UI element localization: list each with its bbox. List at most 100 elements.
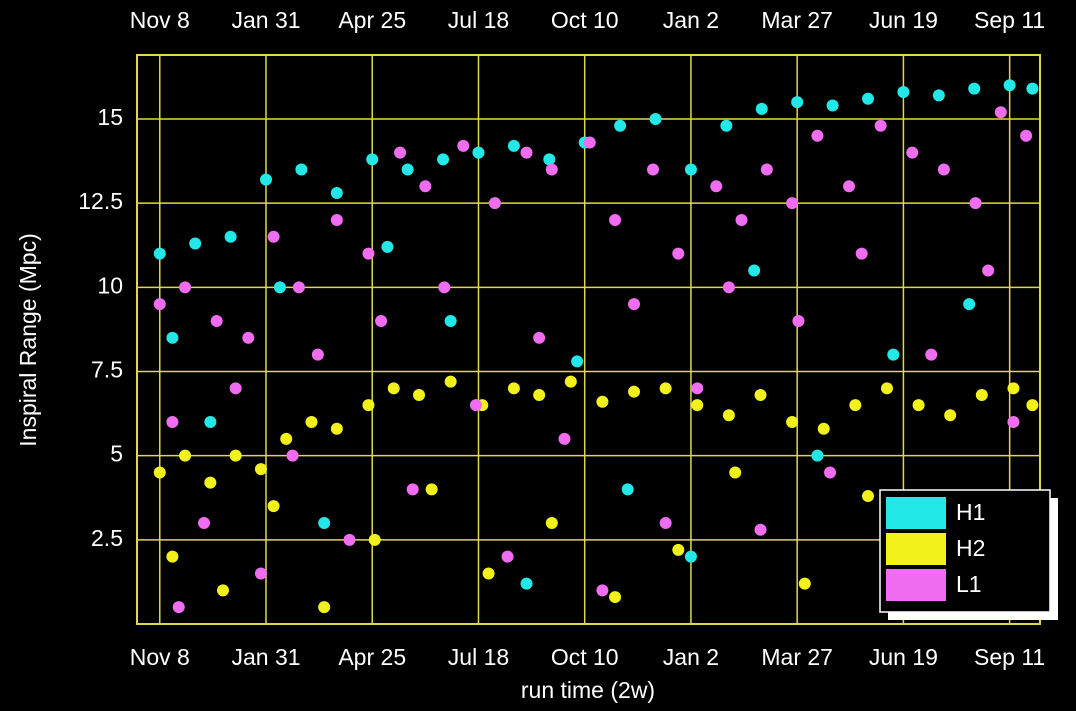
point bbox=[520, 146, 533, 159]
point bbox=[932, 89, 945, 102]
point bbox=[855, 247, 868, 260]
point bbox=[166, 415, 179, 428]
x-tick-label: Mar 27 bbox=[761, 644, 833, 670]
point bbox=[786, 415, 799, 428]
point bbox=[1026, 82, 1039, 95]
point bbox=[1020, 129, 1033, 142]
point bbox=[425, 483, 438, 496]
point bbox=[469, 399, 482, 412]
point bbox=[330, 187, 343, 200]
point bbox=[375, 314, 388, 327]
point bbox=[457, 139, 470, 152]
x-tick-label-top: Oct 10 bbox=[551, 7, 619, 33]
point bbox=[897, 86, 910, 99]
point bbox=[273, 281, 286, 294]
point bbox=[720, 119, 733, 132]
point bbox=[849, 399, 862, 412]
point bbox=[153, 466, 166, 479]
point bbox=[817, 422, 830, 435]
x-tick-label: Sep 11 bbox=[974, 644, 1045, 670]
x-tick-label-top: Nov 8 bbox=[130, 7, 190, 33]
point bbox=[217, 584, 229, 597]
point bbox=[659, 382, 672, 395]
point bbox=[968, 82, 981, 95]
plot-frame bbox=[136, 54, 1041, 625]
point bbox=[621, 483, 634, 496]
x-tick-label: Jul 18 bbox=[448, 644, 509, 670]
point bbox=[189, 237, 202, 250]
point bbox=[254, 463, 267, 476]
point bbox=[507, 382, 520, 395]
point bbox=[438, 281, 451, 294]
point bbox=[545, 163, 558, 176]
point bbox=[1007, 382, 1020, 395]
point bbox=[419, 180, 432, 193]
legend-label: H1 bbox=[956, 499, 985, 525]
y-tick-label: 5 bbox=[110, 441, 123, 467]
point bbox=[286, 449, 299, 462]
point bbox=[691, 382, 704, 395]
point bbox=[260, 173, 272, 186]
point bbox=[691, 399, 704, 412]
point bbox=[204, 415, 217, 428]
point bbox=[387, 382, 400, 395]
point bbox=[153, 247, 166, 260]
x-tick-label: Jun 19 bbox=[869, 644, 938, 670]
legend-swatch bbox=[886, 497, 946, 529]
point bbox=[444, 314, 457, 327]
point bbox=[710, 180, 723, 193]
point bbox=[963, 298, 976, 311]
y-axis-label: Inspiral Range (Mpc) bbox=[15, 233, 41, 446]
point bbox=[1026, 399, 1039, 412]
point bbox=[792, 314, 805, 327]
point bbox=[786, 197, 799, 210]
point bbox=[330, 422, 343, 435]
point bbox=[401, 163, 414, 176]
point bbox=[754, 389, 767, 402]
point bbox=[649, 112, 662, 125]
point bbox=[596, 584, 609, 597]
point bbox=[488, 197, 501, 210]
point bbox=[874, 119, 887, 132]
point bbox=[520, 577, 533, 590]
point bbox=[254, 567, 267, 580]
point bbox=[444, 375, 457, 388]
x-tick-label-top: Apr 25 bbox=[338, 7, 406, 33]
x-tick-label-top: Jan 2 bbox=[663, 7, 719, 33]
x-tick-label-top: Jan 31 bbox=[231, 7, 300, 33]
point bbox=[982, 264, 995, 277]
point bbox=[628, 298, 641, 311]
point bbox=[811, 129, 824, 142]
legend-swatch bbox=[886, 533, 946, 565]
point bbox=[628, 385, 641, 398]
point bbox=[811, 449, 824, 462]
point bbox=[311, 348, 324, 361]
point bbox=[204, 476, 217, 489]
point bbox=[437, 153, 450, 166]
point bbox=[166, 331, 179, 344]
x-axis-label: run time (2w) bbox=[521, 677, 655, 703]
x-tick-label-top: Jun 19 bbox=[869, 7, 938, 33]
point bbox=[305, 415, 318, 428]
point bbox=[906, 146, 919, 159]
point bbox=[318, 516, 331, 529]
point bbox=[975, 389, 988, 402]
point bbox=[362, 247, 375, 260]
point bbox=[1007, 415, 1020, 428]
point bbox=[267, 230, 280, 243]
point bbox=[210, 314, 223, 327]
point bbox=[969, 197, 982, 210]
point bbox=[543, 153, 556, 166]
point bbox=[925, 348, 938, 361]
point bbox=[672, 247, 685, 260]
point bbox=[229, 449, 242, 462]
point bbox=[755, 102, 768, 115]
point bbox=[318, 601, 331, 614]
point bbox=[507, 139, 520, 152]
point bbox=[754, 523, 767, 536]
point bbox=[242, 331, 255, 344]
point bbox=[472, 146, 485, 159]
x-tick-label: Jan 31 bbox=[231, 644, 300, 670]
x-tick-label: Nov 8 bbox=[130, 644, 190, 670]
point bbox=[292, 281, 305, 294]
